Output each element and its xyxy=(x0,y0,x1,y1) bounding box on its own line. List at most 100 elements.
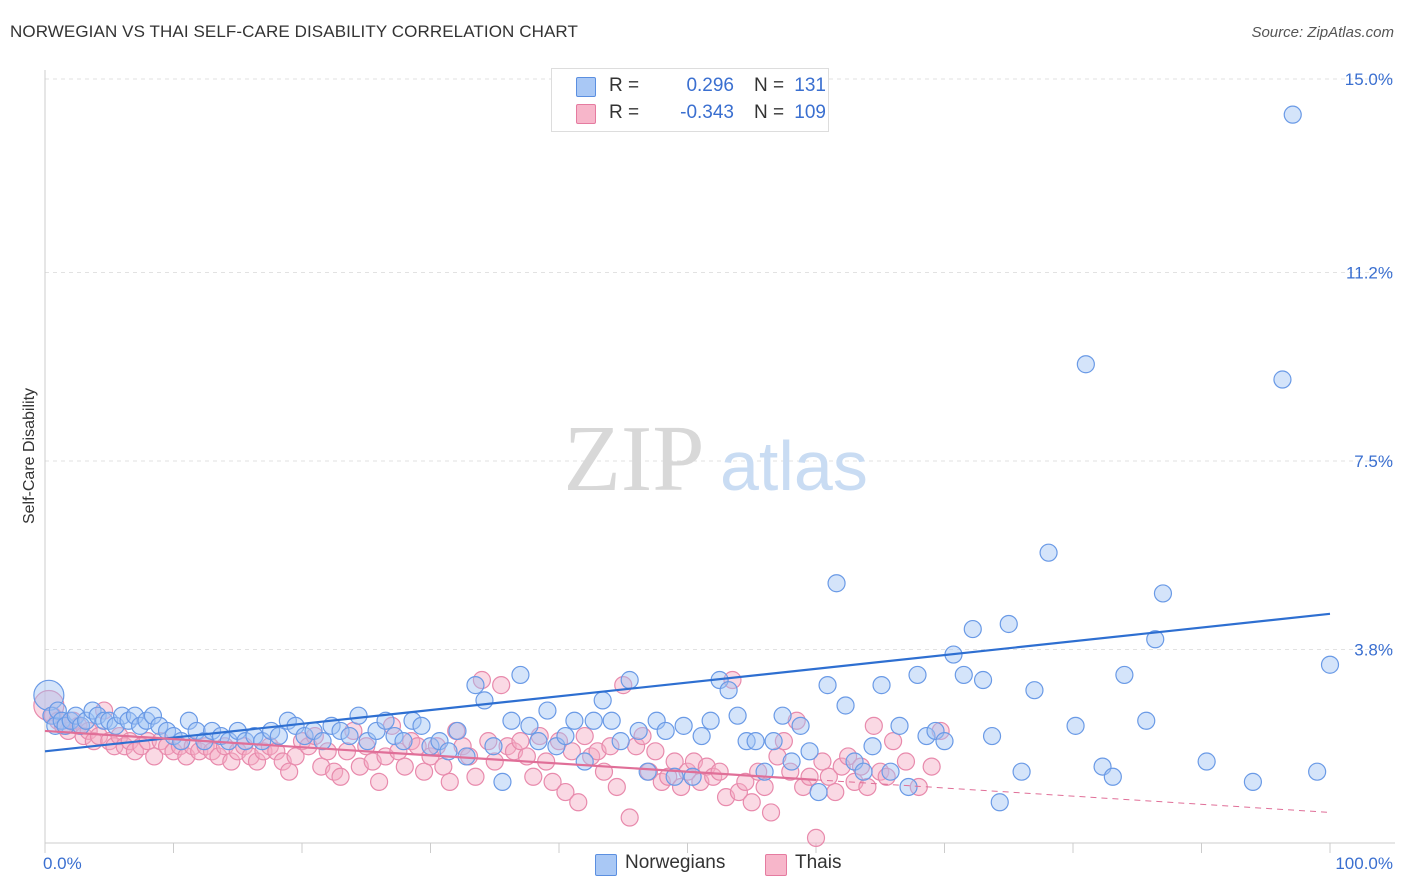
norwegian-point xyxy=(881,762,900,781)
legend-n-label: N = xyxy=(754,102,785,123)
thai-point xyxy=(440,772,459,791)
series-label-thais: Thais xyxy=(795,852,842,873)
thai-point xyxy=(858,777,877,797)
norwegian-point xyxy=(340,726,359,746)
norwegian-point xyxy=(638,762,657,781)
legend-swatch-thais xyxy=(576,104,596,124)
norwegian-point xyxy=(746,732,765,751)
norwegian-point xyxy=(954,665,973,685)
y-tick-label: 11.2% xyxy=(1346,264,1393,283)
thai-point xyxy=(331,767,350,786)
norwegian-point xyxy=(1197,752,1216,771)
legend-r-label: R = xyxy=(609,102,640,123)
thai-point xyxy=(395,757,414,776)
legend-swatch-norwegians xyxy=(576,77,596,97)
norwegian-point xyxy=(565,711,584,730)
norwegian-point xyxy=(809,782,828,802)
y-tick-label: 3.8% xyxy=(1354,640,1393,659)
thai-point xyxy=(492,676,511,695)
norwegian-point xyxy=(1025,681,1044,700)
norwegian-point xyxy=(511,665,530,685)
norwegian-point xyxy=(1273,370,1292,389)
norwegian-point xyxy=(61,711,80,730)
norwegian-point xyxy=(593,691,612,710)
norwegian-point xyxy=(202,721,222,741)
thai-point xyxy=(774,732,793,751)
norwegian-point xyxy=(1146,630,1165,649)
y-tick-label: 7.5% xyxy=(1354,452,1393,471)
thai-point xyxy=(318,742,337,761)
x-tick-label: 0.0% xyxy=(43,854,82,873)
norwegian-point xyxy=(1320,655,1340,674)
norwegian-point xyxy=(125,706,145,725)
thai-point xyxy=(736,772,755,791)
thai-point xyxy=(414,762,434,781)
norwegian-point xyxy=(538,701,557,720)
norwegians-points xyxy=(33,105,1340,812)
watermark-atlas: atlas xyxy=(720,427,868,505)
thai-point xyxy=(267,742,286,761)
trend-line-thais-extrapolated xyxy=(815,779,1331,813)
legend-r-value: -0.343 xyxy=(680,102,734,123)
norwegian-point xyxy=(547,737,566,756)
watermark: ZIP atlas xyxy=(564,407,868,511)
norwegian-point xyxy=(349,706,368,725)
thai-point xyxy=(896,752,916,771)
norwegian-point xyxy=(782,752,801,771)
thai-point xyxy=(922,757,941,776)
norwegian-point xyxy=(520,716,539,735)
norwegian-point xyxy=(1115,665,1134,685)
series-swatch-norwegians xyxy=(595,854,617,876)
norwegian-point xyxy=(83,701,102,720)
norwegian-point xyxy=(791,716,810,735)
norwegian-point xyxy=(982,726,1002,746)
thai-point xyxy=(864,716,883,735)
norwegian-point xyxy=(484,737,503,756)
trend-lines xyxy=(44,612,1331,813)
legend-n-value: 131 xyxy=(794,75,826,96)
norwegian-point xyxy=(48,701,67,720)
norwegian-point xyxy=(367,721,386,741)
thai-point xyxy=(280,762,299,781)
norwegian-point xyxy=(800,742,819,761)
thai-point xyxy=(826,782,845,802)
norwegian-point xyxy=(295,726,314,746)
thai-point xyxy=(931,721,950,741)
thai-point xyxy=(466,767,485,786)
legend-r-value: 0.296 xyxy=(686,75,734,96)
norwegian-point xyxy=(556,726,575,746)
thai-point xyxy=(575,726,594,746)
norwegian-point xyxy=(1308,762,1327,781)
legend-n-label: N = xyxy=(754,75,785,96)
norwegian-point xyxy=(999,614,1018,634)
grid-lines xyxy=(45,78,1395,650)
thai-point xyxy=(569,793,588,812)
norwegian-point xyxy=(845,752,864,771)
trend-line-thais xyxy=(44,729,817,781)
thai-point xyxy=(755,777,774,797)
thai-point xyxy=(723,670,742,690)
source-label: Source: ZipAtlas.com xyxy=(1251,24,1394,41)
norwegian-point xyxy=(611,732,630,751)
norwegian-point xyxy=(584,711,603,730)
norwegian-point xyxy=(1076,355,1095,374)
thai-point xyxy=(389,742,408,761)
norwegian-point xyxy=(143,706,163,725)
thai-point xyxy=(145,747,164,766)
thai-point xyxy=(800,767,819,786)
thai-point xyxy=(222,752,241,771)
norwegian-point xyxy=(502,711,521,730)
norwegian-point xyxy=(1137,711,1156,730)
thai-point xyxy=(511,732,530,751)
thai-point xyxy=(556,782,575,802)
norwegian-point xyxy=(620,670,639,690)
series-legend: Norwegians Thais xyxy=(0,852,1406,878)
tick-labels: 3.8% 7.5% 11.2% 15.0% 0.0% 100.0% xyxy=(43,70,1393,873)
norwegian-point xyxy=(973,670,993,690)
norwegian-point xyxy=(728,706,747,725)
thai-point xyxy=(742,793,761,812)
norwegian-point xyxy=(674,716,693,735)
norwegian-point xyxy=(863,737,882,756)
norwegian-point xyxy=(890,716,909,735)
